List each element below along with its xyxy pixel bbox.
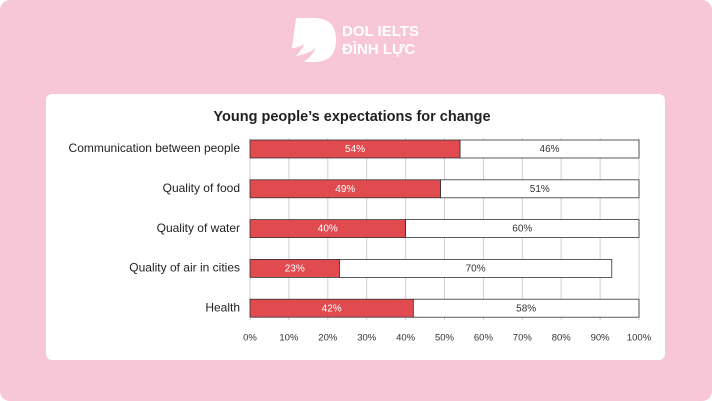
y-tick-label: Quality of air in cities [129, 261, 240, 275]
x-tick-label: 10% [279, 333, 299, 344]
x-tick-label: 0% [243, 333, 257, 344]
value-label: 49% [335, 184, 355, 195]
x-tick-label: 40% [396, 333, 416, 344]
x-tick-label: 70% [513, 333, 533, 344]
chart-title: Young people’s expectations for change [213, 109, 490, 125]
value-label: 70% [466, 264, 486, 275]
x-tick-label: 20% [318, 333, 338, 344]
x-tick-label: 50% [435, 333, 455, 344]
value-label: 42% [322, 303, 342, 314]
logo-text: ĐÌNH LỰC [342, 41, 415, 58]
bar-segment [405, 219, 640, 239]
value-label: 40% [318, 224, 338, 235]
value-label: 60% [512, 224, 532, 235]
x-tick-label: 80% [552, 333, 572, 344]
logo-icon [292, 18, 336, 62]
logo-text: DOL IELTS [342, 23, 419, 40]
x-tick-label: 60% [474, 333, 494, 344]
bar-segment [459, 139, 640, 159]
y-tick-label: Communication between people [69, 141, 241, 155]
y-tick-label: Quality of food [163, 181, 240, 195]
bar-segment [412, 298, 640, 318]
bar-segment [440, 179, 640, 199]
x-tick-label: 30% [357, 333, 377, 344]
value-label: 23% [285, 264, 305, 275]
value-label: 51% [530, 184, 550, 195]
x-tick-label: 100% [627, 333, 652, 344]
y-tick-label: Health [205, 300, 240, 314]
bar-segment [339, 258, 613, 278]
value-label: 46% [540, 144, 560, 155]
y-tick-label: Quality of water [157, 221, 240, 235]
plot: 0% 10% 20% 30% 40% 50% 60% 70% 80% 90% 100% Communi… [69, 138, 652, 344]
value-label: 54% [345, 144, 365, 155]
value-label: 58% [516, 303, 536, 314]
x-tick-label: 90% [591, 333, 611, 344]
